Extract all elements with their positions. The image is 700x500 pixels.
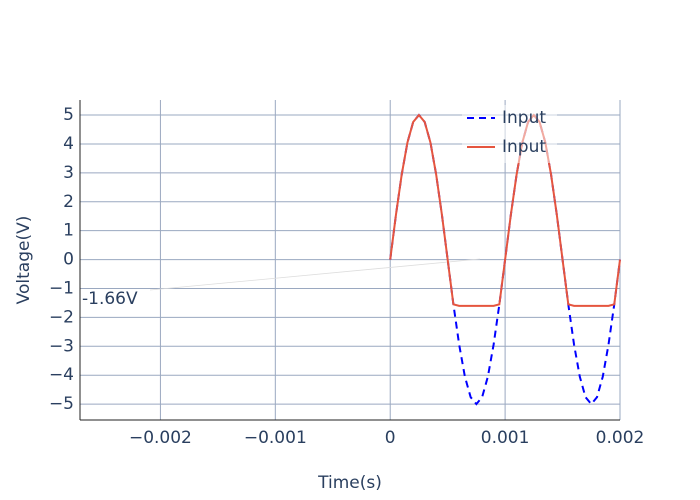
y-tick-label: 3 [63,163,74,183]
y-tick-label: −2 [49,307,74,327]
y-axis-title: Voltage(V) [14,216,34,305]
y-tick-label: −4 [49,365,74,385]
x-tick-label: −0.002 [129,428,192,448]
legend-label: Input [502,137,546,157]
y-tick-label: −5 [49,394,74,414]
x-tick-label: 0.002 [596,428,645,448]
y-tick-label: −3 [49,336,74,356]
y-tick-label: −1 [49,278,74,298]
x-axis-title: Time(s) [317,473,382,493]
y-tick-label: 5 [63,105,74,125]
x-tick-label: 0 [385,428,396,448]
y-tick-label: 1 [63,221,74,241]
annotation-arrow [149,258,481,291]
y-tick-label: 2 [63,192,74,212]
line-series [389,113,621,307]
legend-background [462,105,557,163]
x-tick-label: −0.001 [244,428,307,448]
y-tick-label: 4 [63,134,74,154]
grid [80,100,621,420]
x-tick-label: 0.001 [481,428,530,448]
plot-area [389,113,621,406]
legend-label: Input [502,108,546,128]
y-tick-label: 0 [63,250,74,270]
annotation: -1.66V [82,289,138,309]
legend: Input Input [462,105,557,163]
